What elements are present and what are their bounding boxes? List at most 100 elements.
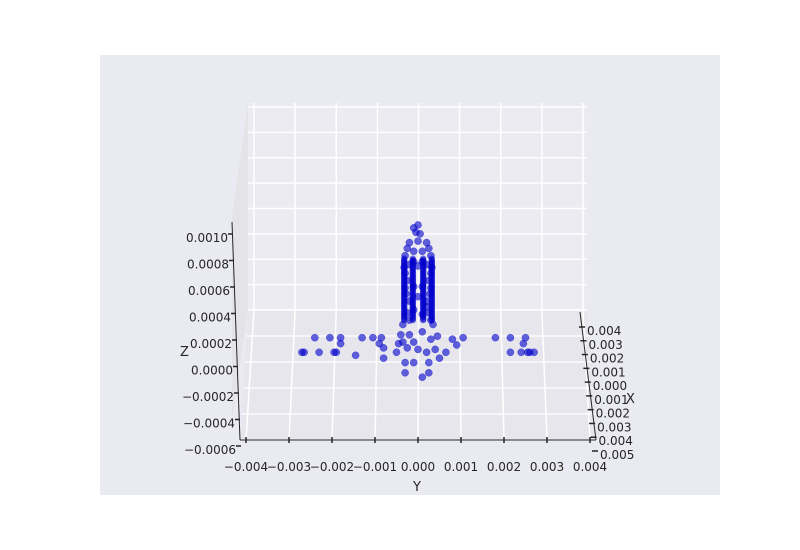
x-tick-labels: 0.0040.0030.0020.0010.0000.0010.0020.003…	[579, 324, 634, 462]
x-tick-label: 0.002	[590, 352, 624, 366]
data-point	[401, 255, 408, 262]
grid-line-floor	[500, 309, 505, 441]
data-point	[422, 348, 431, 357]
data-point	[377, 333, 386, 342]
z-tick-label: 0.0010	[186, 231, 228, 245]
x-tick-label: 0.002	[596, 407, 630, 421]
x-tick-label: 0.003	[597, 420, 631, 434]
data-point	[422, 238, 431, 247]
data-point	[517, 348, 526, 357]
grid-line-floor	[374, 309, 379, 441]
data-point	[428, 255, 435, 262]
data-point	[435, 354, 444, 363]
data-point	[403, 344, 412, 352]
grid-line-floor	[541, 309, 548, 441]
x-tick-label: 0.001	[594, 393, 628, 407]
y-tick-label: 0.000	[401, 460, 435, 474]
y-tick-label: 0.001	[444, 460, 478, 474]
data-point	[315, 348, 323, 357]
data-point	[379, 354, 388, 363]
y-tick-label: −0.002	[310, 460, 354, 474]
z-tick-label: 0.0000	[191, 364, 233, 378]
z-axis-label: Z	[180, 345, 189, 360]
data-point	[396, 330, 405, 339]
data-points	[298, 221, 538, 382]
data-point	[379, 344, 388, 352]
y-tick-label: −0.004	[224, 460, 268, 474]
data-point	[427, 335, 435, 344]
z-tick-label: −0.0002	[182, 390, 234, 404]
data-point	[332, 348, 341, 357]
x-axis-label: X	[626, 392, 635, 407]
z-axis-line	[231, 221, 241, 441]
data-point	[326, 333, 334, 342]
data-point	[416, 229, 424, 238]
y-tick-label: 0.004	[573, 460, 607, 474]
grid-line-floor	[458, 309, 462, 441]
z-tick-label: 0.0002	[190, 337, 232, 351]
z-tick-label: 0.0006	[188, 284, 230, 298]
x-tick-label: 0.000	[593, 379, 627, 393]
data-point	[433, 332, 442, 341]
data-point	[401, 358, 409, 367]
data-point	[506, 348, 515, 357]
data-point	[424, 358, 433, 367]
data-point	[401, 368, 409, 377]
back-wall-pane	[248, 103, 587, 310]
data-point	[310, 333, 319, 342]
data-point	[418, 373, 427, 382]
data-point	[491, 333, 500, 342]
y-tick-label: −0.001	[353, 460, 397, 474]
data-point	[351, 351, 360, 360]
data-point	[452, 341, 461, 349]
z-tick-label: −0.0004	[183, 417, 235, 431]
y-axis-label: Y	[412, 480, 421, 495]
y-tick-labels: −0.004−0.003−0.002−0.001 0.000 0.001 0.002 0…	[224, 437, 607, 474]
data-point	[336, 333, 345, 342]
grid-line-floor	[417, 309, 420, 441]
data-point	[300, 348, 308, 357]
data-point	[418, 327, 427, 336]
data-point	[506, 333, 515, 342]
data-point	[399, 338, 407, 346]
data-point	[424, 368, 433, 377]
data-point	[405, 330, 414, 339]
data-point	[405, 238, 414, 247]
grid-line-floor	[582, 309, 591, 441]
x-tick-label: 0.005	[600, 448, 634, 462]
z-tick-label: 0.0008	[187, 258, 229, 272]
z-tick-label: 0.0004	[189, 311, 231, 325]
data-point	[414, 237, 422, 245]
data-point	[530, 348, 538, 357]
data-point	[392, 348, 401, 357]
y-tick-label: 0.003	[530, 460, 564, 474]
grid-line-floor	[245, 309, 255, 441]
data-point	[369, 333, 377, 342]
data-point	[409, 358, 418, 367]
x-axis-line	[579, 311, 597, 441]
z-tick-label: −0.0006	[184, 443, 236, 457]
y-tick-label: −0.003	[267, 460, 311, 474]
data-point	[448, 335, 457, 344]
data-point	[409, 247, 418, 256]
y-tick-label: 0.002	[487, 460, 521, 474]
data-point	[414, 345, 422, 354]
data-point	[442, 348, 450, 357]
grid-line-floor	[288, 309, 296, 441]
data-point	[418, 247, 427, 256]
data-point	[409, 255, 416, 262]
data-point	[409, 338, 418, 346]
x-tick-label: 0.003	[588, 338, 622, 352]
data-point	[521, 333, 530, 342]
x-tick-label: 0.001	[591, 365, 625, 379]
x-tick-label: 0.004	[587, 324, 621, 338]
data-point	[459, 333, 467, 342]
x-tick-label: 0.004	[599, 434, 633, 448]
grid-line-floor	[331, 309, 337, 441]
data-point	[431, 345, 440, 354]
z-tick-labels: 0.0010 0.0008 0.0006 0.0004 0.0002 0.0000 −0.0…	[182, 231, 241, 457]
data-point	[409, 224, 418, 232]
data-point	[420, 255, 427, 262]
